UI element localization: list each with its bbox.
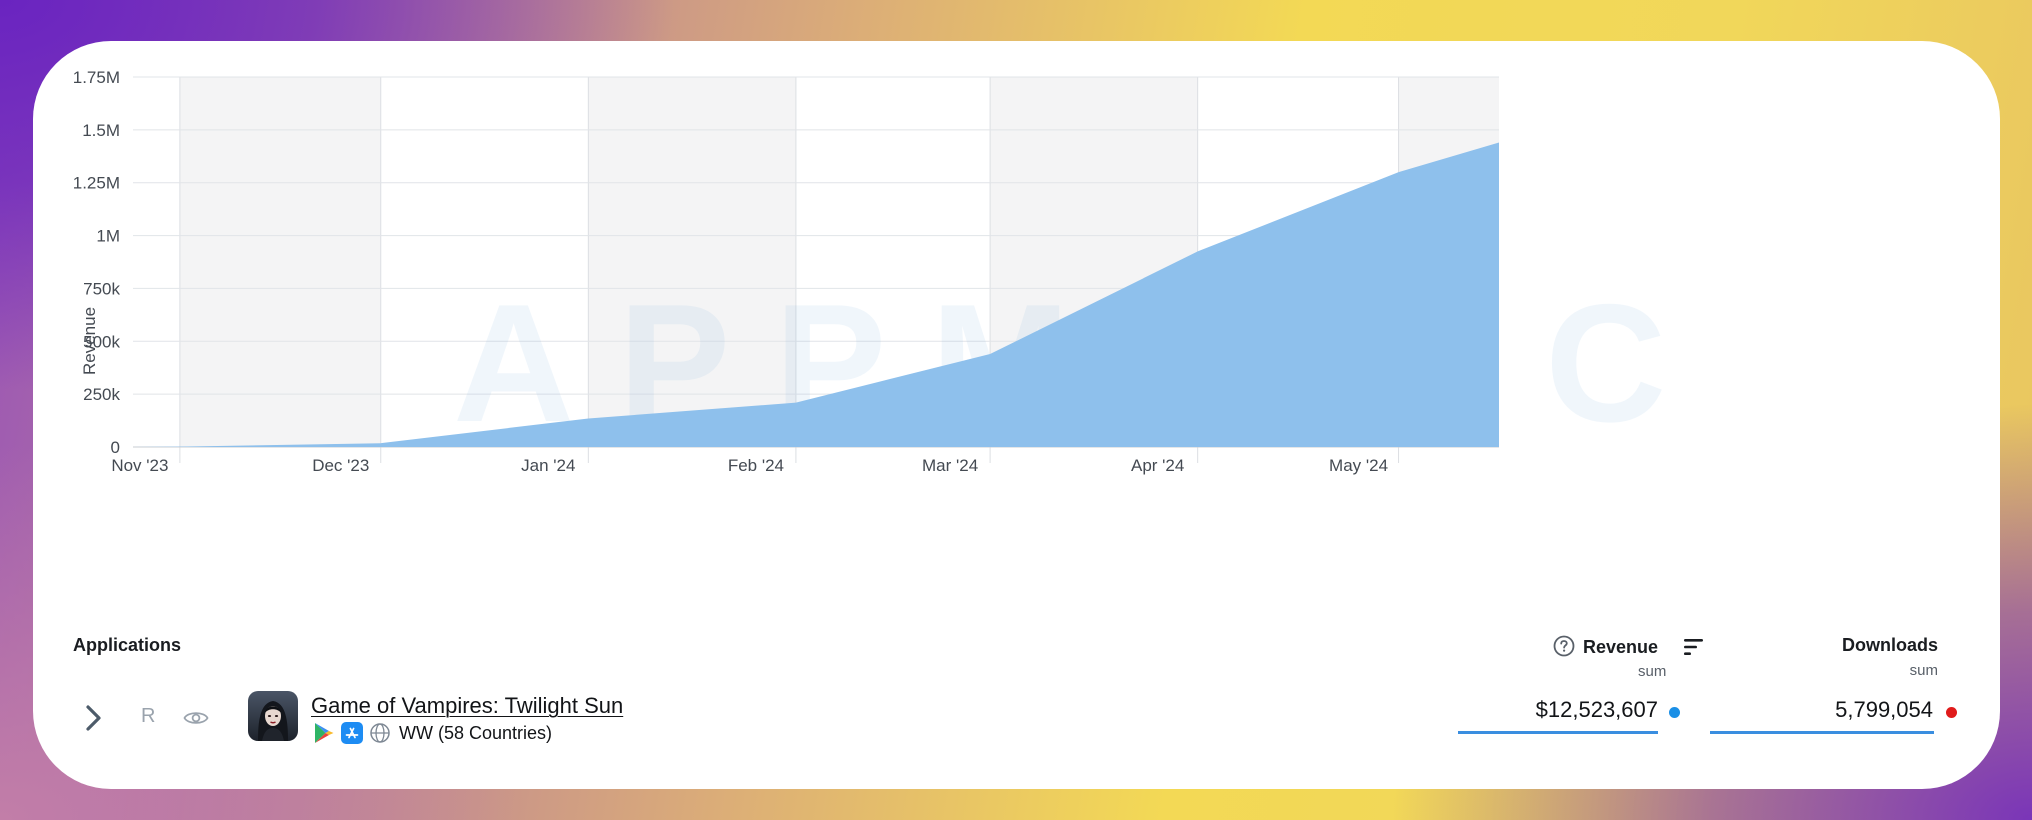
y-tick-label: 750k	[83, 279, 120, 298]
y-tick-label: 1.75M	[73, 68, 120, 87]
revenue-header-label: Revenue	[1583, 637, 1659, 657]
revenue-area-series[interactable]	[133, 142, 1499, 448]
revenue-value-text: $12,523,607	[1535, 697, 1658, 722]
app-meta: WW (58 Countries)	[313, 721, 552, 745]
downloads-bar	[1710, 731, 1934, 734]
x-axis-tick-labels: Nov '23 Dec '23 Jan '24 Feb '24 Mar '24 Apr '…	[111, 456, 1388, 475]
revenue-agg-label: sum	[1638, 663, 1667, 680]
background-band	[588, 77, 796, 447]
app-name-link[interactable]: Game of Vampires: Twilight Sun	[311, 693, 624, 718]
x-tick-label: May '24	[1329, 456, 1388, 475]
y-tick-label: 1.25M	[73, 174, 120, 193]
applications-header: Applications	[73, 635, 182, 655]
background-band	[179, 77, 381, 447]
app-store-icon	[341, 722, 363, 744]
globe-icon	[370, 723, 390, 743]
y-axis-title: Revenue	[80, 307, 99, 375]
revenue-bar	[1458, 731, 1658, 734]
y-tick-label: 1.5M	[82, 121, 120, 140]
y-tick-label: 1M	[96, 227, 120, 246]
table-header: Applications Revenue sum Downloads sum	[33, 631, 2000, 681]
downloads-header[interactable]: Downloads sum	[1842, 635, 1938, 679]
eye-icon[interactable]	[183, 709, 209, 727]
x-tick-label: Dec '23	[312, 456, 369, 475]
revenue-header[interactable]: Revenue sum	[1553, 635, 1733, 681]
x-tick-label: Mar '24	[922, 456, 978, 475]
help-icon[interactable]	[1553, 635, 1575, 657]
downloads-value-text: 5,799,054	[1835, 697, 1933, 722]
region-label: WW (58 Countries)	[399, 722, 553, 743]
downloads-header-label: Downloads	[1841, 635, 1938, 655]
y-axis-tick-labels: 0 250k 500k 750k 1M 1.25M 1.5M 1.75M	[73, 68, 121, 457]
table-row[interactable]: R Game of Vampires: Twilight Sun	[33, 691, 2000, 761]
background-bands	[179, 77, 1499, 447]
x-tick-label: Apr '24	[1131, 456, 1184, 475]
x-tick-label: Nov '23	[111, 456, 168, 475]
r-badge[interactable]: R	[141, 705, 156, 727]
x-tick-label: Feb '24	[728, 456, 784, 475]
sort-icon[interactable]	[1683, 637, 1705, 657]
chevron-right-icon[interactable]	[83, 703, 105, 733]
google-play-icon	[315, 723, 334, 743]
x-tick-label: Jan '24	[521, 456, 575, 475]
y-tick-label: 500k	[83, 332, 120, 351]
revenue-series-dot[interactable]	[1669, 707, 1680, 718]
y-tick-label: 0	[111, 438, 120, 457]
app-icon[interactable]	[248, 691, 298, 741]
downloads-value: 5,799,054	[1713, 697, 1933, 725]
downloads-agg-label: sum	[1909, 662, 1938, 679]
revenue-value: $12,523,607	[1458, 697, 1658, 725]
y-tick-label: 250k	[83, 385, 120, 404]
downloads-series-dot[interactable]	[1946, 707, 1957, 718]
